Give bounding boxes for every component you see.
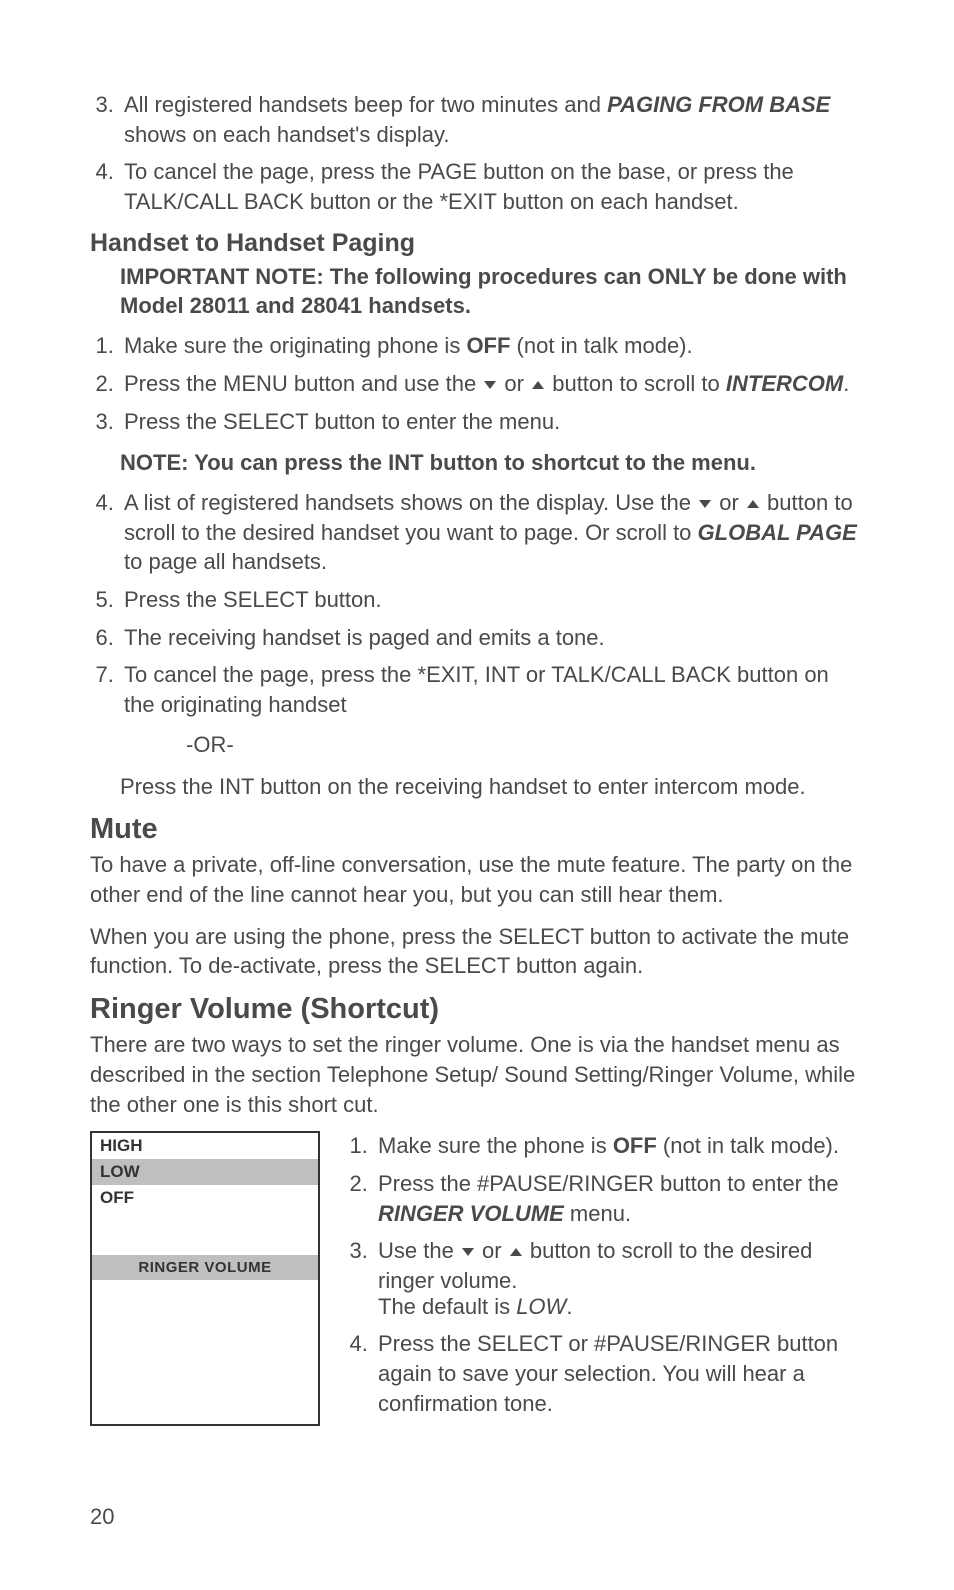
list-item: Make sure the phone is OFF (not in talk … <box>374 1131 864 1161</box>
bold-text: OFF <box>466 333 510 358</box>
text: A list of registered handsets shows on t… <box>124 490 697 515</box>
handset-paging-list-cont: A list of registered handsets shows on t… <box>90 488 864 720</box>
list-item: To cancel the page, press the PAGE butto… <box>120 157 864 216</box>
text: shows on each handset's display. <box>124 122 449 147</box>
text: The default is <box>378 1294 516 1319</box>
ringer-intro: There are two ways to set the ringer vol… <box>90 1030 864 1119</box>
text: Press the #PAUSE/RINGER button to enter … <box>378 1171 839 1196</box>
text: to page all handsets. <box>124 549 327 574</box>
ringer-steps-list: Make sure the phone is OFF (not in talk … <box>344 1131 864 1418</box>
ringer-menu-display: HIGH LOW OFF RINGER VOLUME <box>90 1131 320 1426</box>
list-item: Use the or button to scroll to the desir… <box>374 1236 864 1321</box>
text: Use the <box>378 1238 460 1263</box>
section-heading-ringer: Ringer Volume (Shortcut) <box>90 993 864 1026</box>
bold-text: OFF <box>613 1133 657 1158</box>
list-item: All registered handsets beep for two min… <box>120 90 864 149</box>
menu-option-high: HIGH <box>92 1133 318 1159</box>
default-note: The default is LOW. <box>378 1292 864 1322</box>
important-note: IMPORTANT NOTE: The following procedures… <box>120 262 864 321</box>
emphasis-text: GLOBAL PAGE <box>698 520 857 545</box>
emphasis-text: RINGER VOLUME <box>378 1201 564 1226</box>
text: or <box>713 490 745 515</box>
text: or <box>498 371 530 396</box>
text: (not in talk mode). <box>657 1133 839 1158</box>
list-item: Press the SELECT or #PAUSE/RINGER button… <box>374 1329 864 1418</box>
text: (not in talk mode). <box>510 333 692 358</box>
up-arrow-icon <box>532 381 544 389</box>
text: menu. <box>564 1201 631 1226</box>
text: . <box>566 1294 572 1319</box>
emphasis-text: INTERCOM <box>726 371 843 396</box>
text: To cancel the page, press the PAGE butto… <box>124 159 794 214</box>
down-arrow-icon <box>699 500 711 508</box>
text: Make sure the originating phone is <box>124 333 466 358</box>
list-item: Press the #PAUSE/RINGER button to enter … <box>374 1169 864 1228</box>
text: Press the SELECT button to enter the men… <box>124 409 560 434</box>
ringer-steps-column: Make sure the phone is OFF (not in talk … <box>344 1131 864 1426</box>
menu-option-low-selected: LOW <box>92 1159 318 1185</box>
text: Press the MENU button and use the <box>124 371 482 396</box>
up-arrow-icon <box>510 1248 522 1256</box>
list-item: To cancel the page, press the *EXIT, INT… <box>120 660 864 719</box>
list-item: Press the SELECT button. <box>120 585 864 615</box>
down-arrow-icon <box>484 381 496 389</box>
list-item: Press the MENU button and use the or but… <box>120 369 864 399</box>
list-item: Press the SELECT button to enter the men… <box>120 407 864 437</box>
text: Press the SELECT button. <box>124 587 382 612</box>
text: button to scroll to <box>546 371 726 396</box>
list-item: Make sure the originating phone is OFF (… <box>120 331 864 361</box>
page-number: 20 <box>90 1504 114 1530</box>
list-item: A list of registered handsets shows on t… <box>120 488 864 577</box>
down-arrow-icon <box>462 1248 474 1256</box>
text: To cancel the page, press the *EXIT, INT… <box>124 662 829 717</box>
menu-spacer <box>92 1211 318 1255</box>
menu-option-off: OFF <box>92 1185 318 1211</box>
menu-title: RINGER VOLUME <box>92 1255 318 1280</box>
emphasis-text: PAGING FROM BASE <box>607 92 830 117</box>
text: The receiving handset is paged and emits… <box>124 625 605 650</box>
up-arrow-icon <box>747 500 759 508</box>
section-heading-handset-paging: Handset to Handset Paging <box>90 229 864 258</box>
shortcut-note: NOTE: You can press the INT button to sh… <box>120 448 864 478</box>
top-continued-list: All registered handsets beep for two min… <box>90 90 864 217</box>
italic-text: LOW <box>516 1294 566 1319</box>
text: . <box>843 371 849 396</box>
or-separator: -OR- <box>186 732 864 758</box>
ringer-two-column: HIGH LOW OFF RINGER VOLUME Make sure the… <box>90 1131 864 1426</box>
text: All registered handsets beep for two min… <box>124 92 607 117</box>
mute-paragraph-2: When you are using the phone, press the … <box>90 922 864 981</box>
continuation-text: Press the INT button on the receiving ha… <box>120 772 864 802</box>
list-item: The receiving handset is paged and emits… <box>120 623 864 653</box>
section-heading-mute: Mute <box>90 813 864 846</box>
text: Press the SELECT or #PAUSE/RINGER button… <box>378 1331 838 1415</box>
handset-paging-list: Make sure the originating phone is OFF (… <box>90 331 864 436</box>
text: Make sure the phone is <box>378 1133 613 1158</box>
mute-paragraph-1: To have a private, off-line conversation… <box>90 850 864 909</box>
text: or <box>476 1238 508 1263</box>
